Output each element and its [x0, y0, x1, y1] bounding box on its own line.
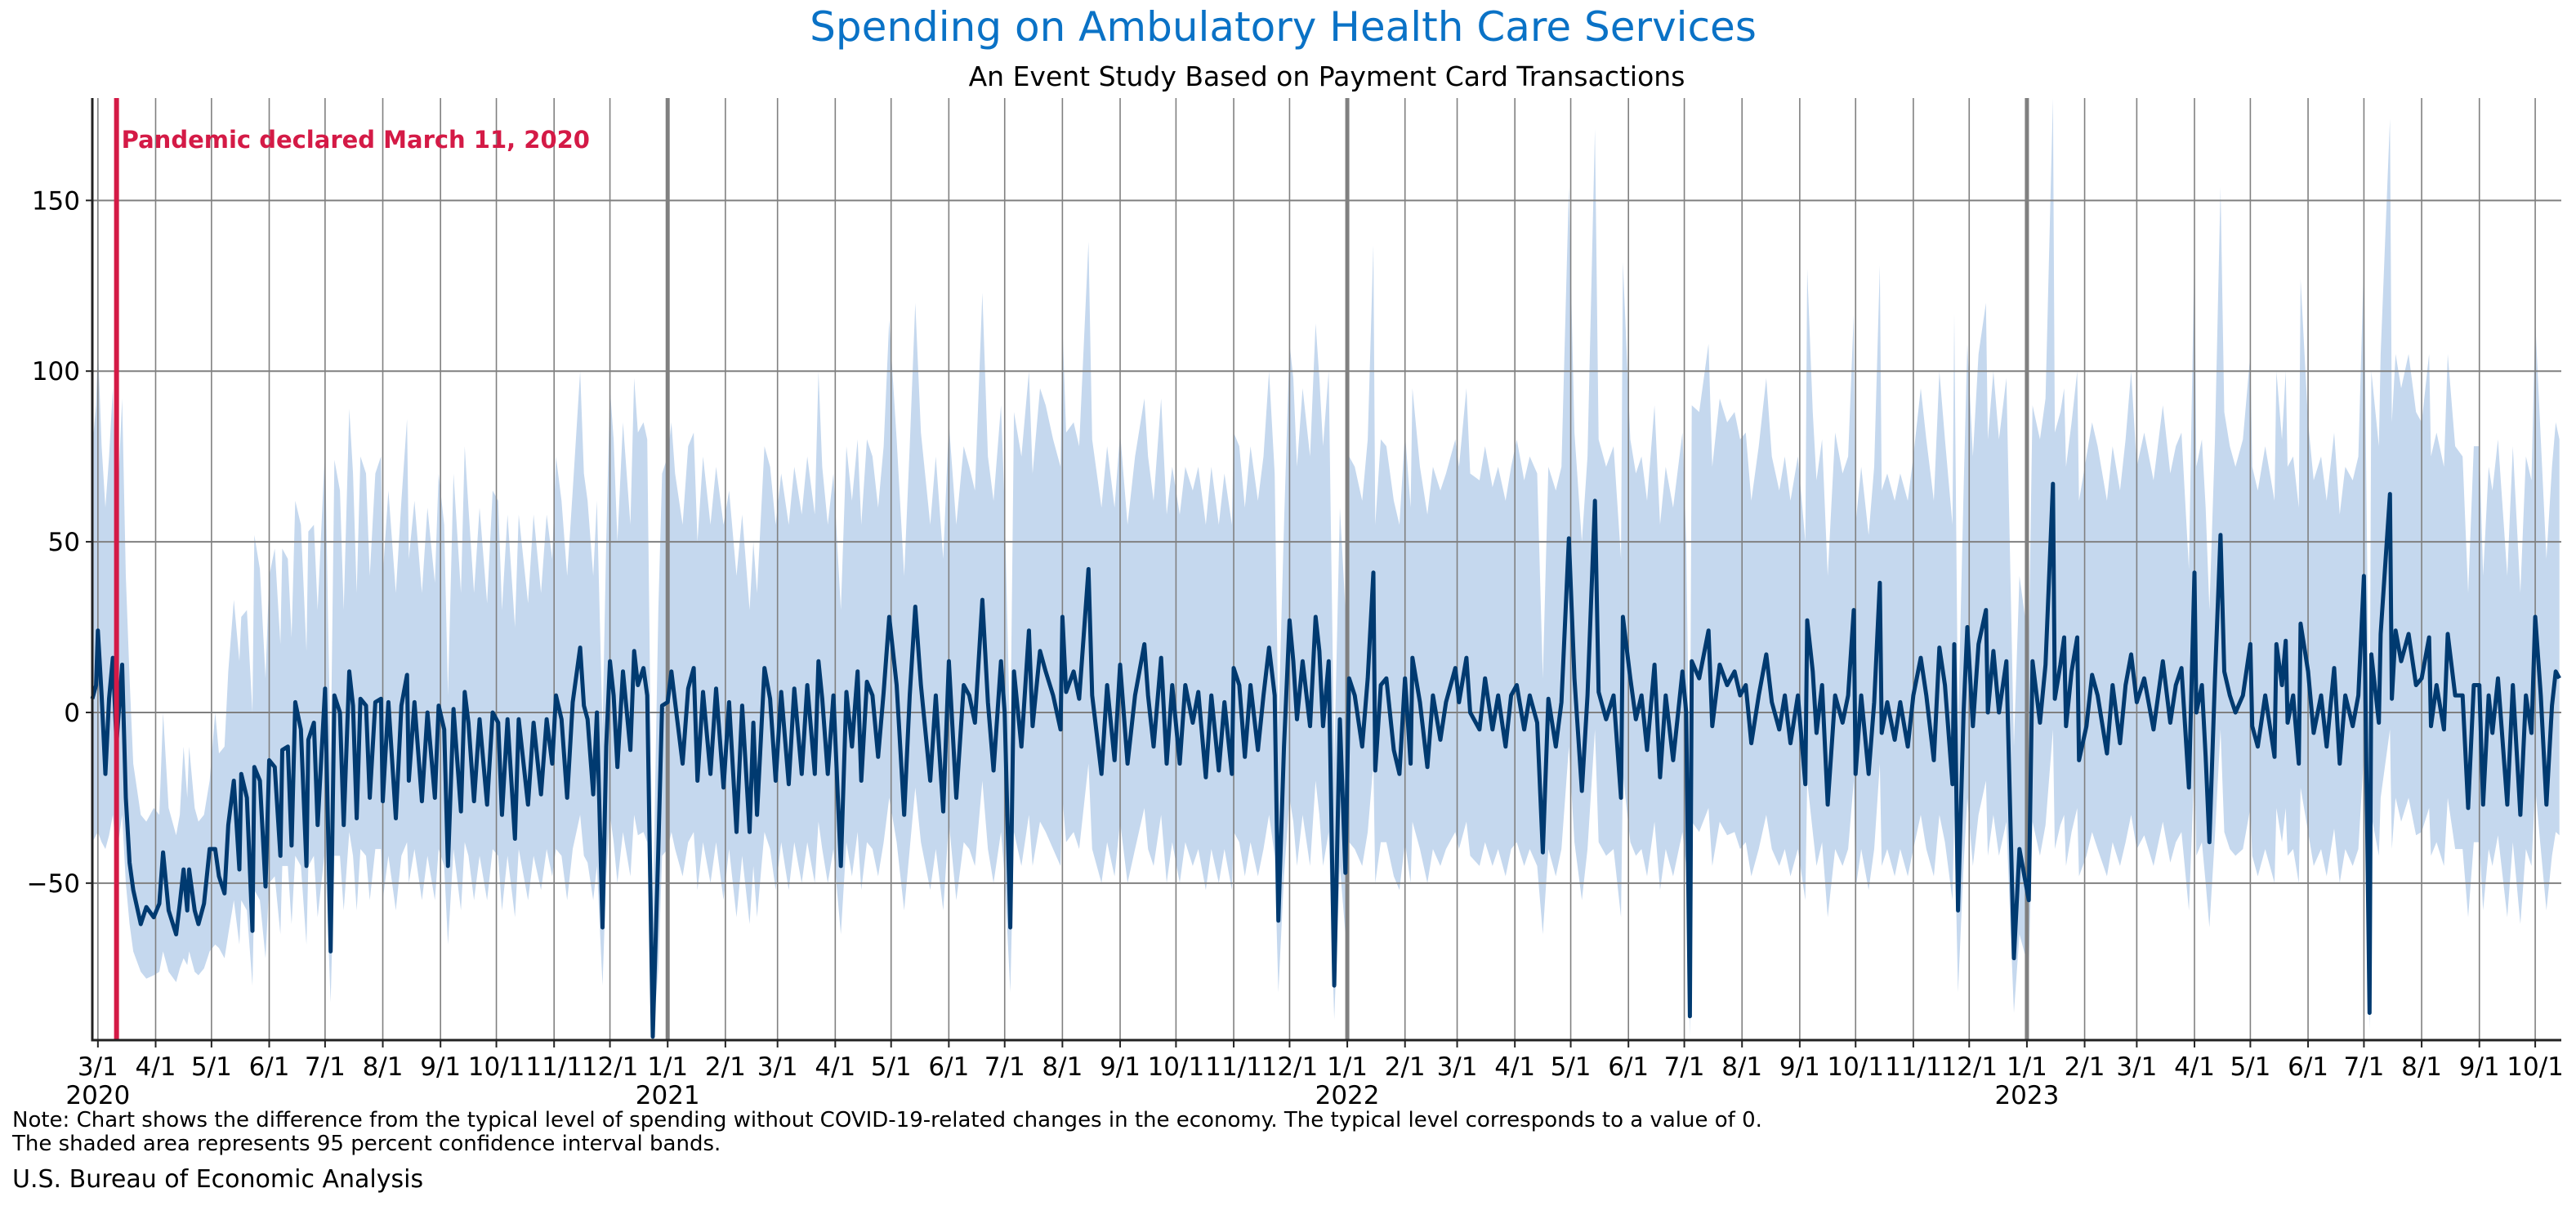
x-year-label: 2022: [1315, 1081, 1380, 1110]
x-tick-label: 10/1: [1827, 1052, 1884, 1082]
series-line: [90, 481, 2561, 1039]
x-tick-label: 3/1: [2116, 1052, 2157, 1082]
x-tick-label: 9/1: [1779, 1052, 1820, 1082]
x-tick-label: 4/1: [136, 1052, 176, 1082]
x-tick-label: 10/1: [468, 1052, 525, 1082]
x-tick-label: 1/1: [1327, 1052, 1368, 1082]
gridlines: [92, 98, 2561, 1040]
x-tick-label: 9/1: [420, 1052, 461, 1082]
confidence-band-layer: [92, 98, 2560, 1040]
x-tick-label: 12/1: [1940, 1052, 1998, 1082]
x-tick-label: 9/1: [1100, 1052, 1141, 1082]
x-tick-label: 7/1: [2343, 1052, 2384, 1082]
x-tick-label: 10/1: [2507, 1052, 2564, 1082]
x-year-label: 2023: [1994, 1081, 2059, 1110]
x-tick-label: 8/1: [1042, 1052, 1083, 1082]
y-tick-label: −50: [27, 869, 80, 899]
chart-title: Spending on Ambulatory Health Care Servi…: [0, 3, 2576, 51]
y-tick-label: 100: [32, 357, 80, 386]
x-tick-label: 10/1: [1148, 1052, 1205, 1082]
x-tick-label: 3/1: [1437, 1052, 1478, 1082]
x-tick-label: 5/1: [2230, 1052, 2270, 1082]
x-tick-label: 9/1: [2459, 1052, 2500, 1082]
chart-note: Note: Chart shows the difference from th…: [12, 1109, 1762, 1156]
x-tick-label: 8/1: [2401, 1052, 2442, 1082]
y-tick-label: 0: [64, 699, 80, 728]
x-tick-label: 5/1: [191, 1052, 232, 1082]
x-tick-label: 12/1: [1261, 1052, 1319, 1082]
x-tick-label: 3/1: [78, 1052, 118, 1082]
series-line-layer: [90, 481, 2561, 1039]
x-tick-label: 2/1: [2065, 1052, 2105, 1082]
y-tick-label: 150: [32, 186, 80, 216]
x-tick-label: 6/1: [1608, 1052, 1649, 1082]
x-tick-label: 11/1: [1205, 1052, 1262, 1082]
y-tick-label: 50: [48, 528, 80, 557]
confidence-band: [92, 98, 2560, 1040]
x-tick-label: 3/1: [757, 1052, 798, 1082]
x-tick-label: 5/1: [871, 1052, 912, 1082]
pandemic-annotation: Pandemic declared March 11, 2020: [122, 126, 590, 154]
x-tick-label: 4/1: [815, 1052, 855, 1082]
x-tick-label: 2/1: [705, 1052, 746, 1082]
x-tick-label: 1/1: [647, 1052, 688, 1082]
x-year-label: 2020: [65, 1081, 130, 1110]
x-tick-label: 4/1: [2174, 1052, 2215, 1082]
x-tick-label: 7/1: [984, 1052, 1025, 1082]
note-line-1: Note: Chart shows the difference from th…: [12, 1108, 1762, 1132]
x-tick-label: 7/1: [305, 1052, 346, 1082]
x-year-label: 2021: [636, 1081, 700, 1110]
event-marker: Pandemic declared March 11, 2020: [114, 98, 590, 1040]
x-tick-label: 4/1: [1494, 1052, 1535, 1082]
x-tick-label: 11/1: [525, 1052, 583, 1082]
x-tick-label: 8/1: [363, 1052, 404, 1082]
x-tick-label: 7/1: [1664, 1052, 1705, 1082]
chart-title-text: Spending on Ambulatory Health Care Servi…: [810, 3, 1757, 51]
x-tick-label: 1/1: [2007, 1052, 2047, 1082]
chart-subtitle: An Event Study Based on Payment Card Tra…: [968, 60, 1685, 92]
x-tick-label: 6/1: [249, 1052, 290, 1082]
x-tick-label: 6/1: [928, 1052, 969, 1082]
x-tick-label: 5/1: [1551, 1052, 1592, 1082]
source-credit: U.S. Bureau of Economic Analysis: [12, 1165, 424, 1194]
x-tick-label: 2/1: [1385, 1052, 1426, 1082]
x-tick-label: 12/1: [582, 1052, 639, 1082]
x-tick-label: 6/1: [2288, 1052, 2328, 1082]
x-tick-label: 8/1: [1721, 1052, 1762, 1082]
note-line-2: The shaded area represents 95 percent co…: [12, 1132, 721, 1156]
x-tick-label: 11/1: [1885, 1052, 1942, 1082]
